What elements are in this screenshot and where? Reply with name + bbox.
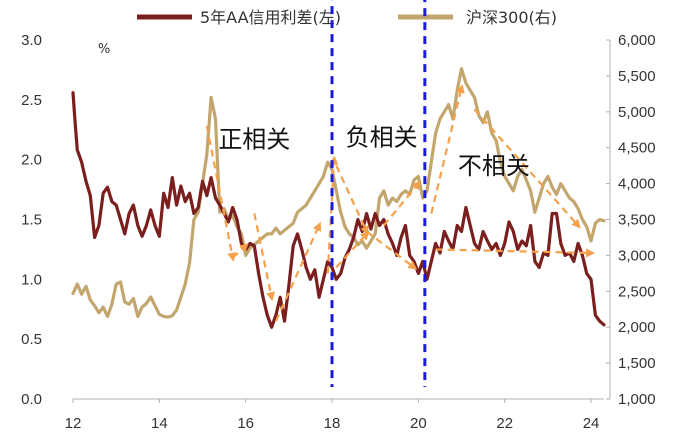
- trend-arrow-8: [365, 230, 418, 270]
- right-tick-label: 5,000: [618, 104, 656, 121]
- series-line-2: [71, 67, 606, 319]
- left-tick-label: 2.5: [21, 92, 42, 109]
- right-y-axis: 1,000 1,500 2,000 2,500 3,000 3,500 4,000 4,500…: [606, 32, 656, 408]
- left-y-axis: % 0.0 0.5 1.0 1.5 2.0 2.5 3.0: [21, 32, 110, 408]
- left-tick-label: 1.0: [21, 271, 42, 288]
- right-tick-label: 2,000: [618, 319, 656, 336]
- x-tick-label: 20: [410, 415, 427, 432]
- right-tick-label: 1,500: [618, 355, 656, 372]
- right-tick-label: 2,500: [618, 283, 656, 300]
- regime-divider-lines: [330, 0, 427, 388]
- right-tick-label: 6,000: [618, 32, 656, 49]
- right-tick-label: 4,500: [618, 140, 656, 157]
- right-tick-label: 3,500: [618, 212, 656, 229]
- trend-arrow-9: [382, 180, 421, 227]
- right-tick-label: 1,000: [618, 391, 656, 408]
- trend-arrow-11: [473, 108, 581, 229]
- trend-arrow-12: [435, 248, 596, 258]
- legend-label-1: 5年AA信用利差(左): [200, 8, 341, 27]
- right-tick-label: 5,500: [618, 68, 656, 85]
- x-tick-label: 12: [65, 415, 82, 432]
- trend-arrow-1: [205, 125, 237, 262]
- left-tick-label: 0.5: [21, 331, 42, 348]
- trend-arrow-7: [335, 230, 370, 269]
- left-tick-label: 0.0: [21, 391, 42, 408]
- annotation-2: 负相关: [346, 123, 418, 151]
- right-tick-label: 4,000: [618, 176, 656, 193]
- trend-arrow-10: [430, 83, 465, 214]
- trend-arrow-2: [231, 243, 249, 259]
- annotation-1: 正相关: [218, 126, 290, 154]
- left-axis-unit: %: [98, 42, 110, 57]
- left-tick-label: 2.0: [21, 152, 42, 169]
- trend-arrow-4: [274, 221, 322, 322]
- x-tick-label: 24: [583, 415, 600, 432]
- series-line-1: [71, 91, 606, 329]
- trend-arrow-5: [326, 155, 339, 274]
- x-tick-label: 18: [324, 415, 341, 432]
- x-tick-label: 16: [237, 415, 254, 432]
- legend: 5年AA信用利差(左) 沪深300(右): [137, 8, 557, 27]
- left-tick-label: 1.5: [21, 212, 42, 229]
- legend-label-2: 沪深300(右): [466, 8, 557, 27]
- right-tick-label: 3,000: [618, 247, 656, 264]
- left-tick-label: 3.0: [21, 32, 42, 49]
- trend-arrow-6: [335, 165, 369, 236]
- series-lines: [71, 67, 606, 329]
- x-axis: 12 14 16 18 20 22 24: [65, 398, 604, 432]
- x-tick-label: 22: [496, 415, 513, 432]
- annotation-3: 不相关: [458, 152, 530, 180]
- trend-arrow-3: [253, 213, 275, 302]
- x-tick-label: 14: [151, 415, 168, 432]
- trend-arrows: [205, 83, 596, 322]
